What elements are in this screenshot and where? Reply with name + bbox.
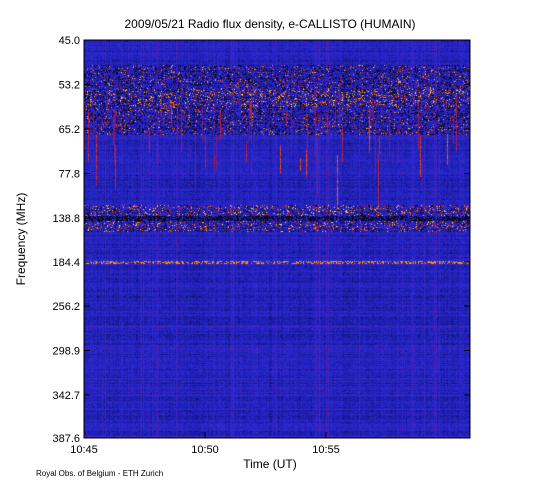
spectrogram-image [84,40,470,438]
y-axis: 45.0 53.2 65.2 77.8 138.8 184.4 256.2 298.9 342.… [52,35,470,445]
y-tick-label: 184.4 [52,257,80,269]
plot-frame [83,39,471,439]
y-tick-label: 387.6 [52,433,80,445]
x-tick-label: 10:50 [191,444,219,456]
x-axis-label: Time (UT) [243,457,297,471]
y-tick-label: 138.8 [52,213,80,225]
y-tick-label: 256.2 [52,301,80,313]
spectrogram-plot-area [84,40,470,438]
credit-text: Royal Obs. of Belgium - ETH Zurich [36,469,163,478]
y-tick-label: 77.8 [59,169,80,181]
y-tick-label: 298.9 [52,346,80,358]
x-tick-label: 10:55 [312,444,340,456]
y-tick-label: 65.2 [59,124,80,136]
y-tick-label: 53.2 [59,80,80,92]
y-tick-label: 342.7 [52,390,80,402]
chart-title: 2009/05/21 Radio flux density, e-CALLIST… [124,17,415,31]
y-axis-label: Frequency (MHz) [14,193,28,286]
x-tick-label: 10:45 [70,444,98,456]
x-axis: 10:45 10:50 10:55 [70,432,340,456]
y-tick-label: 45.0 [59,35,80,47]
